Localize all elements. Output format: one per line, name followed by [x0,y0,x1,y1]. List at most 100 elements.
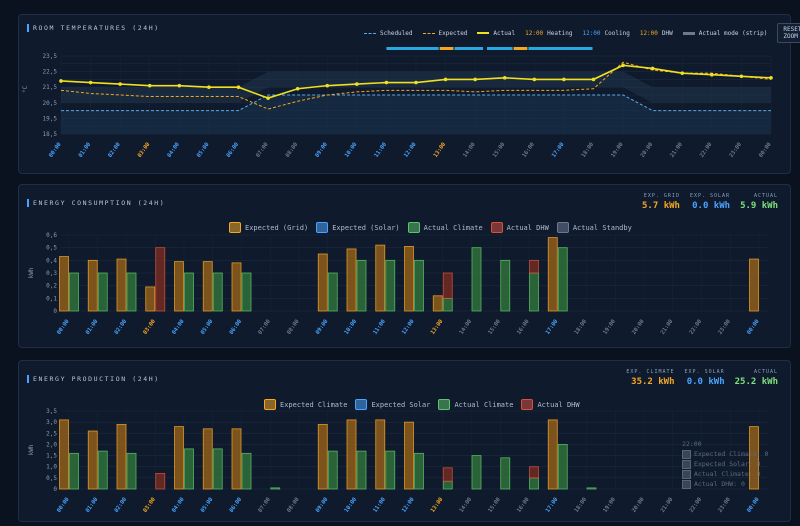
stat-exp-grid: EXP. GRID 5.7 kWh [642,193,680,211]
x-tick-label: 18:00 [581,142,595,159]
y-tick-label: 0,6 [46,232,57,239]
x-tick-label: 23:00 [717,319,731,336]
reset-zoom-button[interactable]: RESET ZOOM [777,23,800,43]
bar-expected [375,419,386,490]
bar-actual-climate [327,450,338,490]
bar-expected [346,419,357,490]
consumption-stats: EXP. GRID 5.7 kWh EXP. SOLAR 0.0 kWh ACTUA… [642,193,778,211]
legend-actual-climate[interactable]: Actual Climate [407,222,483,233]
production-legend: Expected Climate Expected Solar Actual Cli… [264,399,580,410]
x-tick-label: 00:00 [746,319,760,336]
data-point [532,77,537,82]
production-chart[interactable]: 3,5 3,0 2,5 2,0 1,5 1,0 0,5 0 kWh 00:00 01:00 02:00… [19,361,792,523]
stat-actual: ACTUAL 25.2 kWh [734,369,778,387]
bar-actual-dhw [529,466,539,479]
x-tick-label: 18:00 [574,497,588,514]
x-tick-label: 05:00 [200,497,214,514]
x-tick-label: 14:00 [459,497,473,514]
y-tick-label: 2,0 [46,441,57,448]
legend-swatch [229,222,241,233]
y-tick-label: 1,5 [46,453,57,460]
x-tick-label: 04:00 [167,142,181,159]
legend-actual-climate[interactable]: Actual Climate [438,399,513,410]
legend-actual-dhw[interactable]: Actual DHW [490,222,549,233]
bar-actual-climate [471,455,482,490]
y-tick-label: 0,3 [46,270,57,277]
legend-cooling[interactable]: 12:00 Cooling [582,29,630,37]
x-tick-label: 02:00 [114,497,128,514]
legend-expected[interactable]: Expected [422,30,467,37]
x-tick-label: 17:00 [551,142,565,159]
x-tick-label: 13:00 [430,319,444,336]
y-tick-label: 0 [53,486,57,493]
data-point [739,74,744,79]
x-tick-label: 19:00 [602,319,616,336]
x-tick-label: 20:00 [631,497,645,514]
x-tick-label: 10:00 [344,497,358,514]
y-tick-label: 23,5 [43,53,58,60]
bar-expected [404,246,414,312]
data-point [295,86,300,91]
temperature-chart[interactable]: 23,5 22,5 21,5 20,5 19,5 18,5 °C 00:00 01:00 02:0… [19,15,792,175]
bar-expected [346,248,357,312]
legend-actual-standby[interactable]: Actual Standby [556,222,632,233]
data-point [769,76,773,80]
legend-dhw[interactable]: 12:00 DHW [639,29,673,37]
x-tick-label: 17:00 [545,497,559,514]
legend-actual[interactable]: Actual [477,30,515,37]
legend-strip[interactable]: Actual mode (strip) [682,30,767,37]
consumption-chart[interactable]: 0,6 0,5 0,4 0,3 0,2 0,1 0 kWh 00:00 01:00 02:00 03:… [19,185,792,349]
x-tick-label: 23:00 [729,142,743,159]
x-tick-label: 06:00 [226,142,240,159]
x-tick-label: 01:00 [85,319,99,336]
legend-heating[interactable]: 12:00 Heating [525,29,573,37]
y-axis-label: °C [22,85,29,93]
legend-swatch [521,399,534,410]
tooltip-row: Actual Climate: 0 [682,469,768,479]
bar-expected [231,428,242,490]
bar-actual-climate [529,477,539,490]
x-tick-label: 21:00 [660,497,674,514]
bar-actual-climate [500,457,511,490]
x-tick-label: 06:00 [229,319,243,336]
legend-label: Actual Standby [572,223,632,232]
x-tick-label: 19:00 [602,497,616,514]
data-point [207,85,211,89]
panel-title: ROOM TEMPERATURES (24H) [27,24,160,32]
x-tick-label: 05:00 [200,319,214,336]
legend-label: Expected (Solar) [332,223,400,232]
bar-actual-climate [270,487,281,490]
bar-expected [174,426,184,490]
legend-expected-grid-[interactable]: Expected (Grid) [229,222,308,233]
x-tick-label: 15:00 [492,142,506,159]
y-tick-label: 21,5 [43,84,58,91]
bar-expected [59,256,69,312]
tooltip-row: Expected Solar: 0 [682,459,768,469]
panel-title: ENERGY CONSUMPTION (24H) [27,199,165,207]
data-point [266,96,270,100]
bar-actual-climate [184,272,194,312]
legend-scheduled[interactable]: Scheduled [364,30,413,37]
x-tick-label: 02:00 [107,142,121,159]
legend-swatch [438,399,451,410]
bar-actual-climate [97,272,108,312]
y-tick-label: 22,5 [43,69,58,76]
legend-actual-dhw[interactable]: Actual DHW [521,399,580,410]
bar-actual-climate [212,272,223,312]
x-tick-label: 06:00 [229,497,243,514]
x-tick-label: 21:00 [669,142,683,159]
x-tick-label: 11:00 [372,497,386,514]
legend-label: Actual Climate [454,400,514,409]
x-tick-label: 22:00 [689,497,703,514]
x-tick-label: 23:00 [717,497,731,514]
energy-consumption-panel: ENERGY CONSUMPTION (24H) EXP. GRID 5.7 kW… [18,184,791,348]
x-tick-label: 08:00 [286,497,300,514]
legend-swatch [556,222,569,233]
legend-expected-solar[interactable]: Expected Solar [355,399,430,410]
legend-expected-solar-[interactable]: Expected (Solar) [316,222,400,233]
energy-production-panel: ENERGY PRODUCTION (24H) EXP. CLIMATE 35.2… [18,360,791,522]
x-tick-label: 03:00 [142,319,156,336]
x-tick-label: 09:00 [315,319,329,336]
legend-expected-climate[interactable]: Expected Climate [264,399,347,410]
stat-actual: ACTUAL 5.9 kWh [740,193,778,211]
